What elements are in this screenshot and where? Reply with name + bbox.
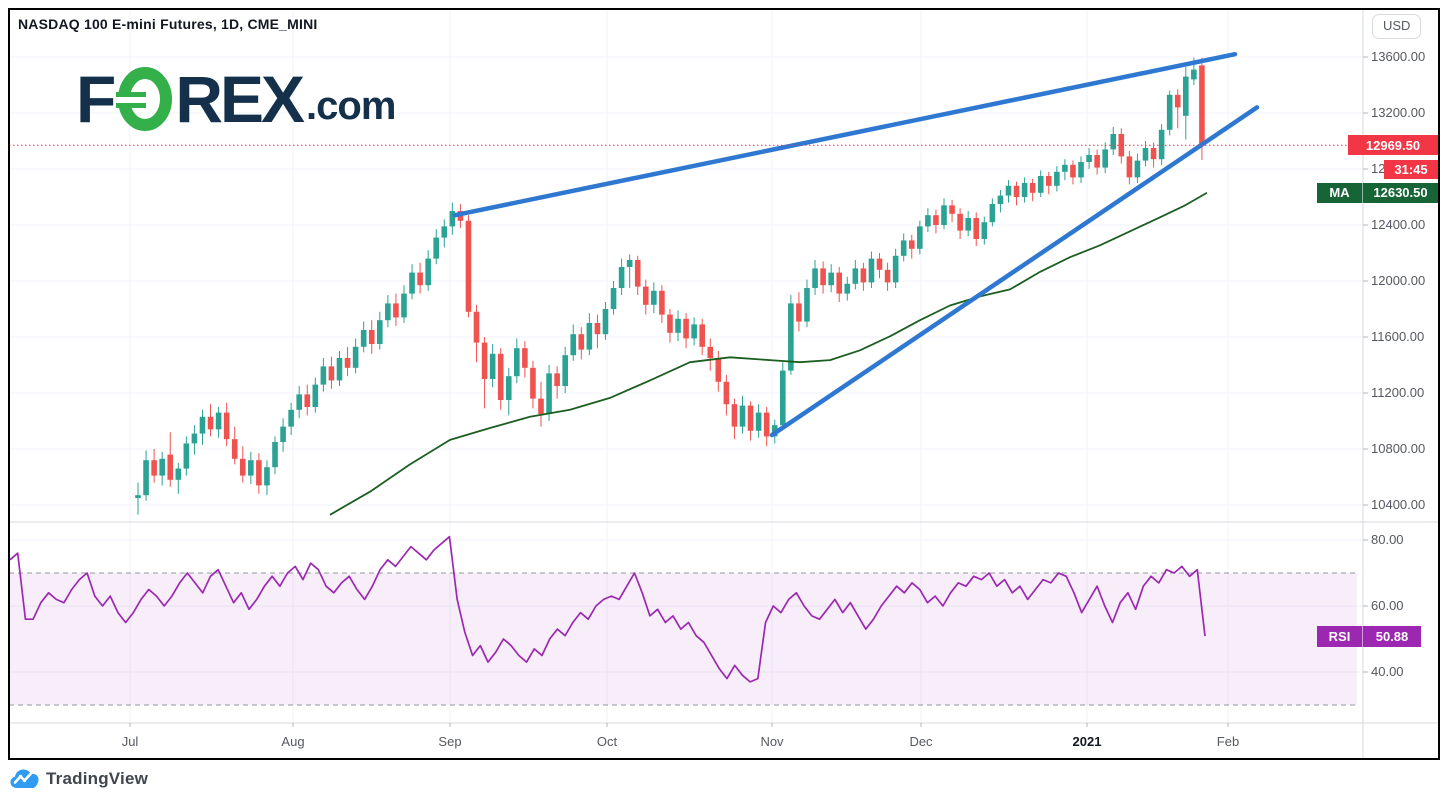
time-tick-label[interactable]: 2021	[1072, 734, 1102, 749]
ma-line	[329, 191, 1208, 516]
rsi-value-badge: RSI 50.88	[1317, 626, 1421, 648]
rsi-tick-label[interactable]: 40.00	[1371, 664, 1404, 679]
tradingview-label: TradingView	[46, 769, 149, 788]
chart-frame-border	[8, 8, 1440, 760]
price-tick-label[interactable]: 12400.00	[1371, 217, 1426, 232]
price-tick-label[interactable]: 11600.00	[1371, 329, 1425, 344]
time-tick-label[interactable]: Aug	[281, 734, 305, 749]
rsi-line	[9, 535, 1206, 683]
forex-letter-f: F	[76, 62, 116, 136]
forex-watermark: F REX .com	[76, 62, 396, 136]
time-tick-label[interactable]: Jul	[121, 734, 139, 749]
rsi-tick-label[interactable]: 80.00	[1371, 532, 1404, 547]
ma-value-badge: MA 12630.50	[1317, 182, 1438, 203]
currency-button[interactable]: USD	[1372, 14, 1422, 39]
price-tick-label[interactable]: 13200.00	[1371, 105, 1426, 120]
time-tick-label[interactable]: Oct	[596, 734, 618, 749]
bar-countdown-badge: 31:45	[1384, 160, 1438, 180]
price-tick-label[interactable]: 10800.00	[1371, 441, 1426, 456]
time-tick-label[interactable]: Feb	[1216, 734, 1240, 749]
tradingview-attribution[interactable]: TradingView	[10, 769, 148, 789]
forex-letters-rex: REX	[175, 62, 305, 136]
price-tick-label[interactable]: 12000.00	[1371, 273, 1426, 288]
rsi-tick-label[interactable]: 60.00	[1371, 598, 1404, 613]
chart-title: NASDAQ 100 E-mini Futures, 1D, CME_MINI	[18, 16, 318, 32]
price-tick-label[interactable]: 10400.00	[1371, 497, 1426, 512]
rsi-band	[9, 572, 1357, 706]
time-tick-label[interactable]: Dec	[909, 734, 933, 749]
price-tick-label[interactable]: 11200.00	[1371, 385, 1425, 400]
candles	[135, 57, 1205, 515]
time-tick-label[interactable]: Nov	[760, 734, 784, 749]
forex-o-coin-icon	[116, 67, 173, 131]
forex-dot-com: .com	[306, 84, 396, 128]
last-price-badge: 12969.50	[1348, 135, 1438, 156]
price-tick-label[interactable]: 13600.00	[1371, 49, 1426, 64]
time-tick-label[interactable]: Sep	[438, 734, 462, 749]
tradingview-logo-icon	[10, 769, 39, 788]
trendlines	[452, 51, 1260, 438]
